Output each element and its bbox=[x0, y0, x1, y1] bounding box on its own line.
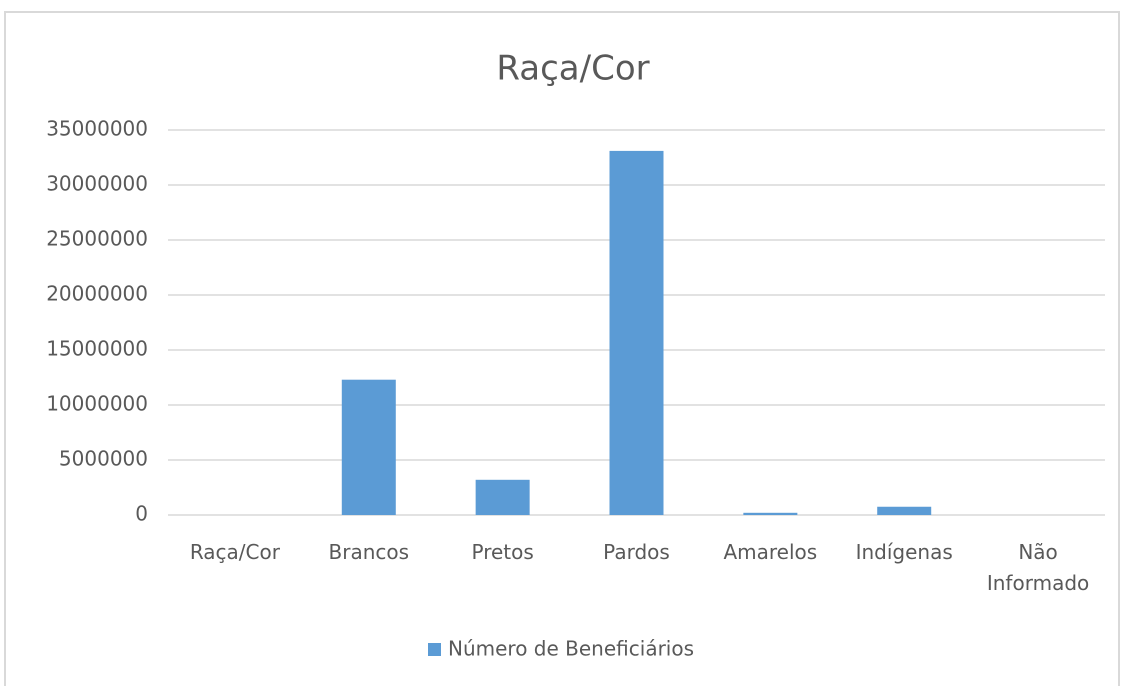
x-tick-label: Brancos bbox=[328, 540, 410, 564]
chart-border bbox=[4, 11, 1120, 686]
y-tick-label: 10000000 bbox=[46, 392, 148, 416]
bar bbox=[341, 379, 396, 515]
y-tick-label: 35000000 bbox=[46, 117, 148, 141]
chart-title: Raça/Cor bbox=[496, 49, 649, 89]
bar bbox=[475, 479, 530, 515]
x-tick-label: Pardos bbox=[603, 540, 670, 564]
bar bbox=[743, 512, 798, 515]
y-tick-label: 0 bbox=[135, 502, 148, 526]
bar bbox=[877, 506, 932, 515]
legend-label: Número de Beneficiários bbox=[448, 637, 694, 661]
y-tick-label: 25000000 bbox=[46, 227, 148, 251]
x-tick-label: Amarelos bbox=[723, 540, 818, 564]
y-tick-label: 5000000 bbox=[59, 447, 148, 471]
legend-swatch bbox=[428, 643, 441, 656]
x-tick-label: Pretos bbox=[471, 540, 534, 564]
bar bbox=[609, 150, 664, 515]
y-tick-label: 15000000 bbox=[46, 337, 148, 361]
y-tick-label: 20000000 bbox=[46, 282, 148, 306]
y-tick-label: 30000000 bbox=[46, 172, 148, 196]
x-tick-label: Não Informado bbox=[986, 540, 1090, 595]
x-tick-label: Indígenas bbox=[855, 540, 953, 564]
x-tick-label: Raça/Cor bbox=[189, 540, 280, 564]
